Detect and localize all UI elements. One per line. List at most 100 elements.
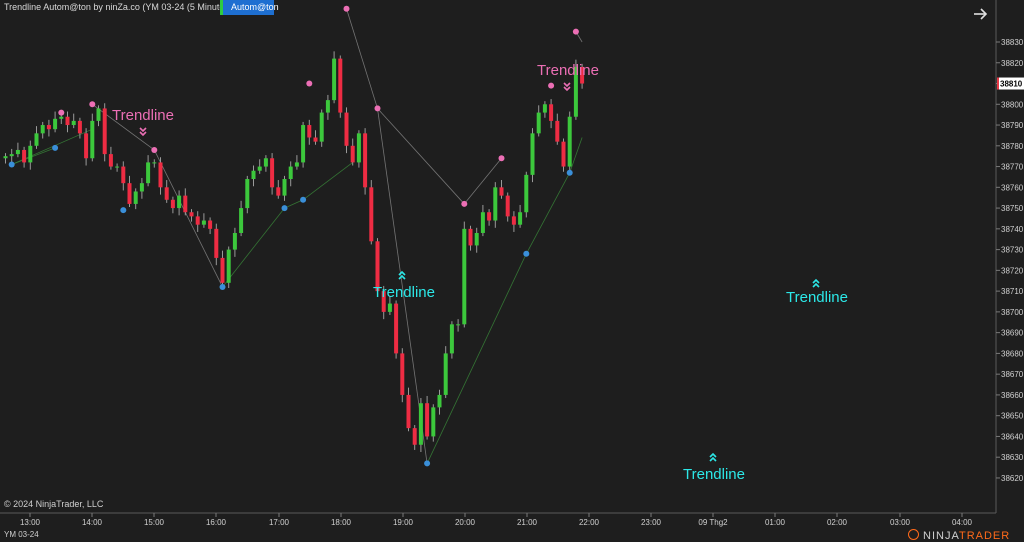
time-tick-label: 18:00: [331, 518, 352, 527]
double-chevron-down-icon: [563, 82, 571, 92]
candle-body: [338, 58, 343, 113]
plot-area: [0, 0, 996, 513]
candle-body: [220, 257, 225, 283]
candle-body: [580, 66, 585, 84]
brand-trader: TRADER: [958, 530, 1011, 542]
candle-body: [561, 141, 566, 167]
price-axis[interactable]: 38830 38820 38810 38800 38790 38780 38770 38760…: [995, 0, 1024, 513]
bear-trendline: [377, 108, 428, 464]
candle-body: [40, 125, 45, 134]
indicator-badge[interactable]: Autom@ton: [220, 0, 279, 15]
swing-low-point: [219, 283, 226, 290]
candle-body: [549, 104, 554, 121]
candle-body: [456, 324, 461, 326]
candle-body: [177, 195, 182, 209]
bull-trendline: [525, 172, 571, 254]
candle-body: [369, 187, 374, 242]
candlestick-series: [3, 51, 585, 453]
price-tick-label: 38780: [1001, 142, 1024, 151]
candle-body: [158, 162, 163, 188]
candle-body: [257, 166, 262, 171]
candle-body: [555, 120, 560, 142]
price-tick-label: 38700: [1001, 308, 1024, 317]
swing-high-point: [498, 155, 505, 162]
swing-low-point: [523, 250, 530, 257]
candle-body: [542, 104, 547, 113]
candle-body: [46, 125, 51, 130]
chart-title: Trendline Autom@ton by ninZa.co (YM 03-2…: [4, 2, 231, 12]
candle-body: [387, 303, 392, 312]
time-tick-label: 19:00: [393, 518, 414, 527]
candle-body: [53, 118, 58, 130]
candle-body: [518, 212, 523, 225]
price-tick-label: 38820: [1001, 59, 1024, 68]
candle-body: [294, 162, 299, 167]
price-tick-label: 38830: [1001, 38, 1024, 47]
candle-body: [59, 116, 64, 119]
current-price-marker: [997, 77, 1024, 90]
instrument-label: YM 03-24: [4, 530, 39, 539]
trendline-annotation-label: Trendline: [112, 107, 174, 124]
swing-high-point: [58, 109, 65, 116]
candle-body: [34, 133, 39, 146]
candle-body: [152, 162, 157, 164]
candle-body: [412, 428, 417, 445]
current-price-label: 38810: [1000, 80, 1023, 89]
current-price-marker-edge: [997, 77, 999, 90]
price-tick-label: 38660: [1001, 391, 1024, 400]
candle-body: [189, 212, 194, 217]
ninjatrader-logo-icon: [908, 529, 919, 540]
price-tick-label: 38680: [1001, 349, 1024, 358]
swing-low-point: [120, 207, 127, 214]
copyright-notice: © 2024 NinjaTrader, LLC: [4, 499, 104, 509]
arrow-right-icon[interactable]: [971, 5, 989, 23]
swing-low-point: [281, 205, 288, 212]
price-tick-label: 38640: [1001, 432, 1024, 441]
bull-trendline: [222, 207, 285, 288]
trendline-annotation-label: Trendline: [373, 284, 435, 301]
candle-body: [480, 212, 485, 233]
time-tick-label: 14:00: [82, 518, 103, 527]
swing-point-layer: [8, 5, 579, 467]
candle-body: [301, 125, 306, 163]
price-tick-label: 38650: [1001, 412, 1024, 421]
time-tick-label: 03:00: [890, 518, 911, 527]
annotation-layer: Trendline Trendline Trendline Trendline Tren…: [112, 62, 848, 483]
swing-high-point: [306, 80, 313, 87]
price-tick-label: 38670: [1001, 370, 1024, 379]
swing-low-point: [300, 196, 307, 203]
candle-body: [474, 232, 479, 246]
candle-body: [239, 208, 244, 233]
candle-body: [22, 149, 27, 163]
time-axis[interactable]: 13:00 14:00 15:00 16:00 17:00 18:00 19:00 20:00…: [0, 512, 996, 527]
price-tick-label: 38800: [1001, 100, 1024, 109]
candle-body: [270, 158, 275, 188]
double-chevron-up-icon: [812, 278, 820, 288]
bull-trendline: [569, 137, 583, 173]
swing-low-point: [52, 144, 59, 151]
candle-body: [146, 162, 151, 184]
double-chevron-up-icon: [709, 452, 717, 462]
brand-ninja: NINJA: [923, 530, 959, 542]
candle-body: [9, 154, 14, 157]
trendline-annotation-label: Trendline: [537, 62, 599, 79]
candle-body: [567, 116, 572, 167]
swing-high-point: [374, 105, 381, 112]
price-tick-label: 38730: [1001, 246, 1024, 255]
candle-body: [307, 125, 312, 138]
time-tick-label: 22:00: [579, 518, 600, 527]
candle-body: [251, 170, 256, 180]
candle-body: [164, 187, 169, 200]
candle-body: [511, 216, 516, 225]
candle-body: [139, 183, 144, 192]
candle-body: [102, 108, 107, 155]
candle-body: [449, 324, 454, 354]
bull-trendline: [284, 199, 304, 209]
candle-body: [3, 156, 8, 159]
time-tick-label: 16:00: [206, 518, 227, 527]
price-tick-label: 38710: [1001, 287, 1024, 296]
time-tick-label: 20:00: [455, 518, 476, 527]
time-tick-label: 04:00: [952, 518, 973, 527]
candle-body: [96, 108, 101, 121]
